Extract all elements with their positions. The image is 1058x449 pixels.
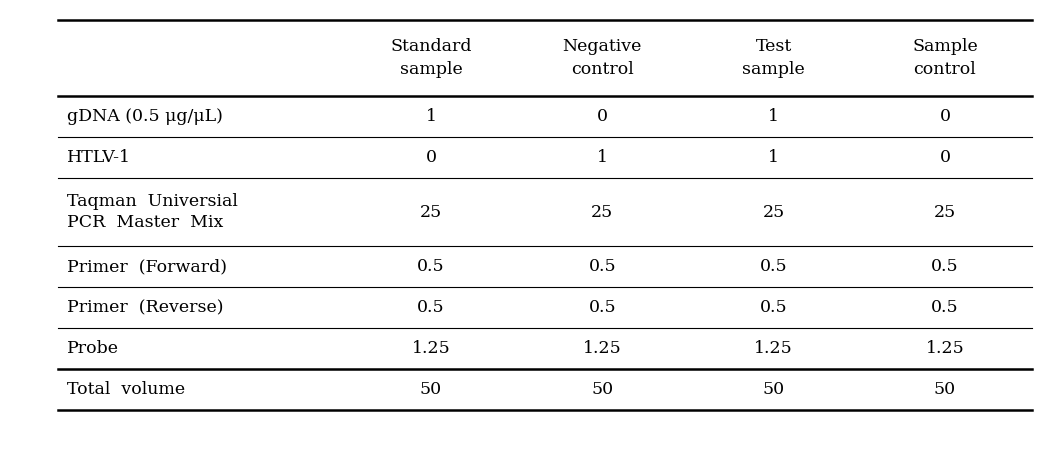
Text: 50: 50 bbox=[934, 382, 956, 398]
Text: Negative
control: Negative control bbox=[563, 38, 642, 79]
Text: 0.5: 0.5 bbox=[417, 258, 444, 275]
Text: 0: 0 bbox=[425, 150, 437, 166]
Text: 1.25: 1.25 bbox=[926, 340, 964, 357]
Text: Primer  (Reverse): Primer (Reverse) bbox=[67, 299, 223, 316]
Text: HTLV-1: HTLV-1 bbox=[67, 150, 130, 166]
Text: 0: 0 bbox=[597, 108, 607, 125]
Text: 1.25: 1.25 bbox=[754, 340, 794, 357]
Text: 0.5: 0.5 bbox=[760, 299, 787, 316]
Text: Test
sample: Test sample bbox=[743, 38, 805, 79]
Text: 25: 25 bbox=[420, 204, 442, 221]
Text: Primer  (Forward): Primer (Forward) bbox=[67, 258, 226, 275]
Text: 0.5: 0.5 bbox=[588, 258, 616, 275]
Text: Total  volume: Total volume bbox=[67, 382, 185, 398]
Text: 1.25: 1.25 bbox=[412, 340, 451, 357]
Text: Probe: Probe bbox=[67, 340, 118, 357]
Text: 1: 1 bbox=[768, 108, 779, 125]
Text: 0.5: 0.5 bbox=[931, 258, 959, 275]
Text: 0.5: 0.5 bbox=[760, 258, 787, 275]
Text: 1: 1 bbox=[768, 150, 779, 166]
Text: Sample
control: Sample control bbox=[912, 38, 978, 79]
Text: 0.5: 0.5 bbox=[588, 299, 616, 316]
Text: 50: 50 bbox=[763, 382, 785, 398]
Text: Standard
sample: Standard sample bbox=[390, 38, 472, 79]
Text: 1: 1 bbox=[597, 150, 607, 166]
Text: 0.5: 0.5 bbox=[417, 299, 444, 316]
Text: gDNA (0.5 μg/μL): gDNA (0.5 μg/μL) bbox=[67, 108, 222, 125]
Text: 50: 50 bbox=[591, 382, 614, 398]
Text: 25: 25 bbox=[591, 204, 614, 221]
Text: Taqman  Universial
PCR  Master  Mix: Taqman Universial PCR Master Mix bbox=[67, 194, 238, 231]
Text: 0: 0 bbox=[940, 150, 950, 166]
Text: 1: 1 bbox=[425, 108, 437, 125]
Text: 25: 25 bbox=[934, 204, 956, 221]
Text: 50: 50 bbox=[420, 382, 442, 398]
Text: 25: 25 bbox=[763, 204, 785, 221]
Text: 1.25: 1.25 bbox=[583, 340, 622, 357]
Text: 0: 0 bbox=[940, 108, 950, 125]
Text: 0.5: 0.5 bbox=[931, 299, 959, 316]
